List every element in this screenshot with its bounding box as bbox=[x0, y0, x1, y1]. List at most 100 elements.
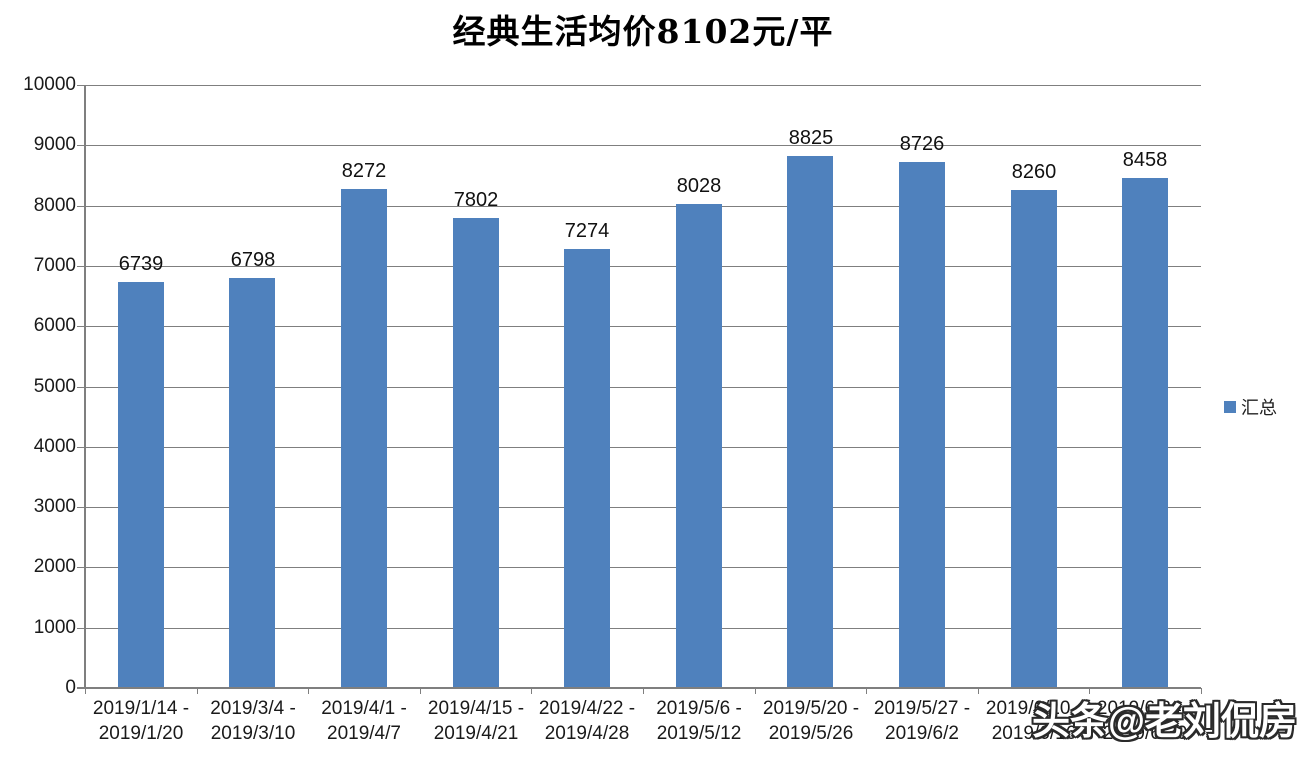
x-axis-tick bbox=[1089, 688, 1090, 694]
x-axis-label-line1: 2019/5/27 - bbox=[873, 698, 971, 719]
x-axis-label-line2: 2019/6/30 bbox=[1102, 723, 1188, 744]
gridline bbox=[85, 507, 1201, 508]
x-axis-label-line1: 2019/6/24 - bbox=[1096, 698, 1194, 719]
y-axis-tick-label: 6000 bbox=[33, 315, 76, 336]
x-axis-label-line1: 2019/4/15 - bbox=[427, 698, 525, 719]
y-axis-tick bbox=[77, 206, 85, 207]
x-axis-label-line1: 2019/6/10 - bbox=[985, 698, 1083, 719]
x-axis-tick bbox=[197, 688, 198, 694]
gridline bbox=[85, 145, 1201, 146]
bar bbox=[118, 282, 164, 688]
x-axis-tick bbox=[755, 688, 756, 694]
x-axis-label-line2: 2019/5/12 bbox=[656, 723, 742, 744]
gridline bbox=[85, 628, 1201, 629]
y-axis-tick bbox=[77, 507, 85, 508]
x-axis-tick bbox=[643, 688, 644, 694]
bar-value-label: 6739 bbox=[118, 253, 164, 275]
x-axis-tick bbox=[866, 688, 867, 694]
bar-value-label: 8028 bbox=[676, 175, 722, 197]
x-axis-category-label: 2019/6/24 - 2019/6/30 bbox=[1089, 696, 1201, 746]
y-axis-tick-label: 4000 bbox=[33, 436, 76, 457]
gridline bbox=[85, 85, 1201, 86]
y-axis-tick-label: 0 bbox=[65, 677, 76, 698]
y-axis-tick bbox=[77, 266, 85, 267]
x-axis-category-label: 2019/5/27 - 2019/6/2 bbox=[866, 696, 978, 746]
x-axis-label-line2: 2019/1/20 bbox=[98, 723, 184, 744]
y-axis-tick bbox=[77, 145, 85, 146]
y-axis-tick bbox=[77, 628, 85, 629]
x-axis-label-line2: 2019/4/28 bbox=[544, 723, 630, 744]
x-axis-label-line2: 2019/4/21 bbox=[433, 723, 519, 744]
y-axis-line bbox=[84, 85, 86, 689]
y-axis-tick-label: 1000 bbox=[33, 617, 76, 638]
bar bbox=[899, 162, 945, 688]
gridline bbox=[85, 387, 1201, 388]
bar bbox=[453, 218, 499, 688]
watermark: 头条@老刘侃房 bbox=[1032, 701, 1298, 743]
x-axis-tick bbox=[420, 688, 421, 694]
bar-value-label: 7802 bbox=[453, 189, 499, 211]
x-axis-tick bbox=[85, 688, 86, 694]
bar-value-label: 6798 bbox=[230, 249, 276, 271]
x-axis-label-line2: 2019/4/7 bbox=[327, 723, 401, 744]
y-axis-tick-label: 8000 bbox=[33, 195, 76, 216]
x-axis-tick bbox=[1201, 688, 1202, 694]
bar bbox=[787, 156, 833, 688]
x-axis-category-label: 2019/6/10 - 2019/6/16 bbox=[978, 696, 1090, 746]
gridline bbox=[85, 326, 1201, 327]
x-axis-category-label: 2019/1/14 - 2019/1/20 bbox=[85, 696, 197, 746]
x-axis-label-line1: 2019/5/6 - bbox=[656, 698, 742, 719]
bar-value-label: 8260 bbox=[1011, 161, 1057, 183]
bar bbox=[676, 204, 722, 688]
x-axis-category-label: 2019/3/4 - 2019/3/10 bbox=[197, 696, 309, 746]
y-axis-tick-label: 5000 bbox=[33, 376, 76, 397]
legend-label: 汇总 bbox=[1241, 398, 1277, 418]
x-axis-label-line1: 2019/5/20 - bbox=[762, 698, 860, 719]
bar bbox=[1011, 190, 1057, 688]
x-axis-label-line2: 2019/6/2 bbox=[885, 723, 959, 744]
legend-swatch-icon bbox=[1224, 401, 1236, 413]
x-axis-tick bbox=[308, 688, 309, 694]
x-axis-category-label: 2019/4/1 - 2019/4/7 bbox=[308, 696, 420, 746]
x-axis-label-line1: 2019/1/14 - bbox=[92, 698, 190, 719]
x-axis-label-line1: 2019/3/4 - bbox=[210, 698, 296, 719]
x-axis-tick bbox=[978, 688, 979, 694]
bar-value-label: 8825 bbox=[788, 127, 834, 149]
gridline bbox=[85, 567, 1201, 568]
bar-value-label: 8272 bbox=[341, 160, 387, 182]
y-axis-tick bbox=[77, 85, 85, 86]
bar bbox=[341, 189, 387, 688]
y-axis-tick bbox=[77, 326, 85, 327]
bar bbox=[229, 278, 275, 688]
y-axis-tick-label: 10000 bbox=[23, 74, 76, 95]
x-axis-category-label: 2019/5/20 - 2019/5/26 bbox=[755, 696, 867, 746]
gridline bbox=[85, 447, 1201, 448]
x-axis-line bbox=[77, 687, 1201, 689]
x-axis-label-line2: 2019/5/26 bbox=[768, 723, 854, 744]
y-axis-tick bbox=[77, 387, 85, 388]
y-axis-tick-label: 3000 bbox=[33, 496, 76, 517]
gridline bbox=[85, 206, 1201, 207]
x-axis-category-label: 2019/4/22 - 2019/4/28 bbox=[531, 696, 643, 746]
bar bbox=[1122, 178, 1168, 688]
x-axis-category-label: 2019/4/15 - 2019/4/21 bbox=[420, 696, 532, 746]
y-axis-tick bbox=[77, 567, 85, 568]
y-axis-tick-label: 2000 bbox=[33, 556, 76, 577]
y-axis-tick-label: 9000 bbox=[33, 134, 76, 155]
bar bbox=[564, 249, 610, 688]
x-axis-label-line1: 2019/4/22 - bbox=[538, 698, 636, 719]
bar-value-label: 7274 bbox=[564, 220, 610, 242]
x-axis-label-line2: 2019/3/10 bbox=[210, 723, 296, 744]
bar-value-label: 8726 bbox=[899, 133, 945, 155]
x-axis-tick bbox=[531, 688, 532, 694]
legend: 汇总 bbox=[1224, 394, 1277, 420]
bar-value-label: 8458 bbox=[1122, 149, 1168, 171]
y-axis-tick-label: 7000 bbox=[33, 255, 76, 276]
y-axis-tick bbox=[77, 447, 85, 448]
gridline bbox=[85, 266, 1201, 267]
chart-title: 经典生活均价8102元/平 bbox=[452, 12, 834, 51]
x-axis-label-line1: 2019/4/1 - bbox=[321, 698, 407, 719]
x-axis-category-label: 2019/5/6 - 2019/5/12 bbox=[643, 696, 755, 746]
x-axis-label-line2: 2019/6/16 bbox=[991, 723, 1077, 744]
